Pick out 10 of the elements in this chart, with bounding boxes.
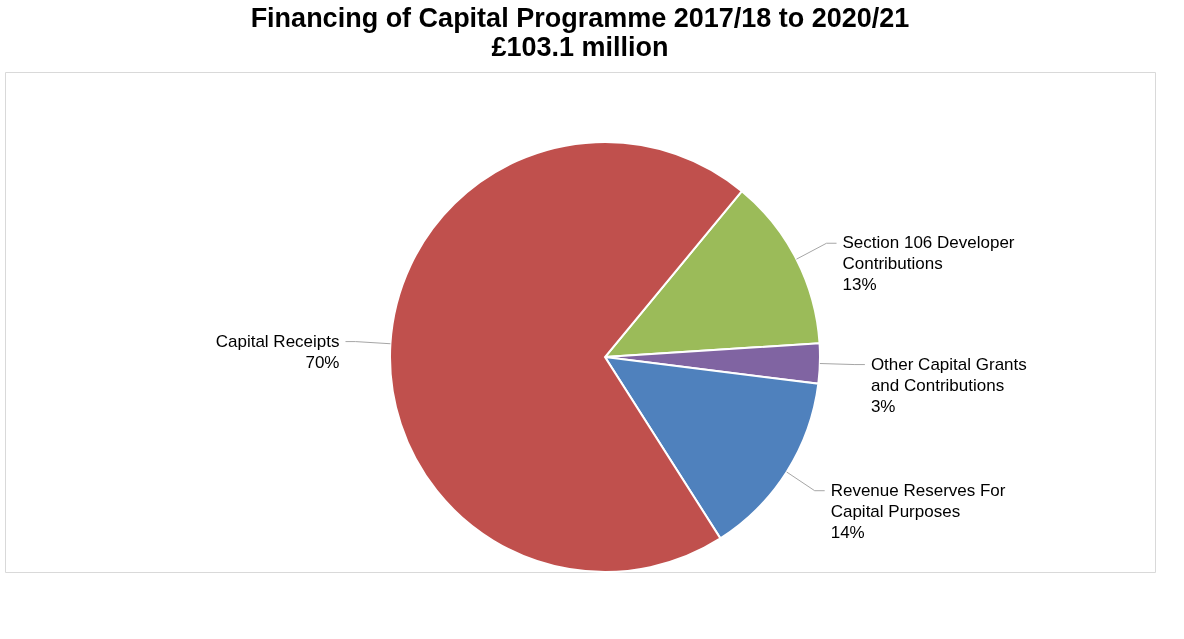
text: £103.1 million (491, 32, 669, 62)
data-label: 3% (870, 396, 896, 416)
slice-label: Section 106 Developer Contributions (842, 233, 1015, 274)
text: Financing of Capital Programme 2017/18 to 2020/21 (250, 3, 910, 33)
slice-label: Revenue Reserves For Capital Purposes (830, 480, 1006, 521)
data-label: 13% (842, 275, 877, 295)
data-label: 14% (830, 522, 865, 542)
slice-label: Other Capital Grants and Contributions (870, 354, 1027, 395)
slice-label: Capital Receipts (215, 331, 340, 351)
data-label: 70% (305, 352, 340, 372)
